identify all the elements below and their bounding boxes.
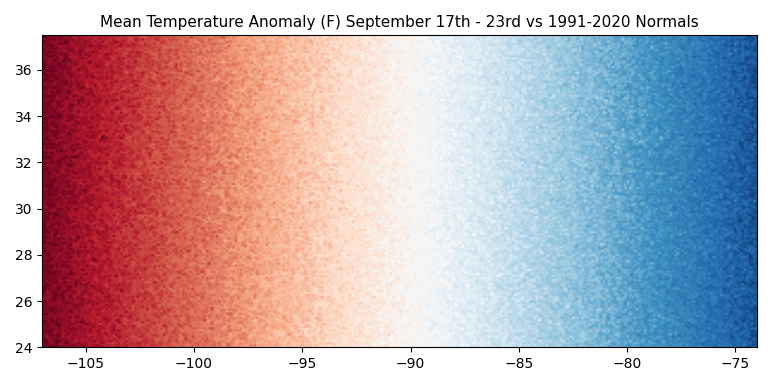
Title: Mean Temperature Anomaly (F) September 17th - 23rd vs 1991-2020 Normals: Mean Temperature Anomaly (F) September 1… <box>100 15 699 30</box>
